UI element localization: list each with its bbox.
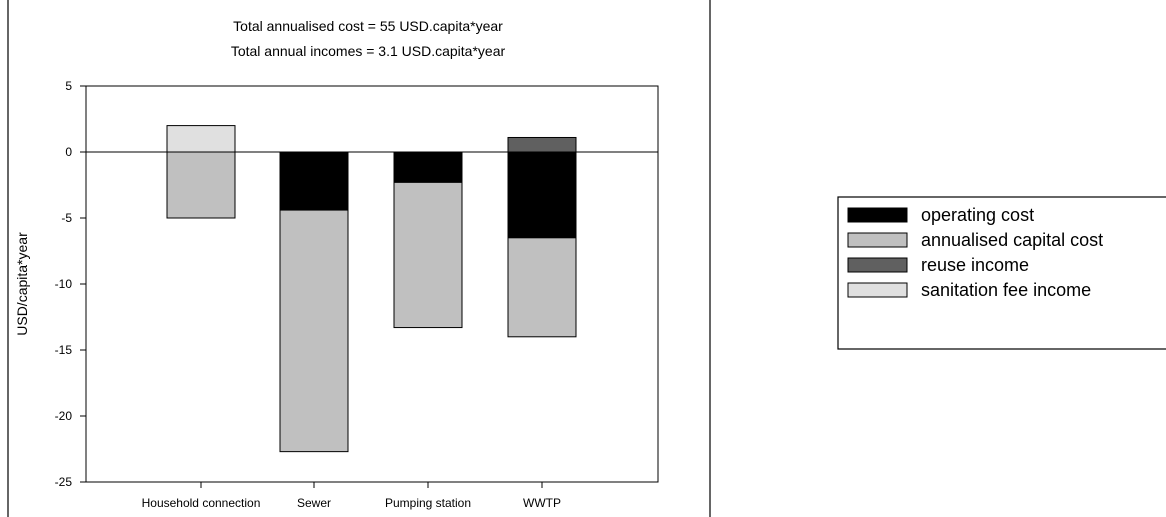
y-tick-label: -10 — [55, 277, 73, 291]
legend-swatch-annualised-capital-cost — [847, 232, 908, 248]
bar-annualised-capital-cost-2 — [393, 181, 463, 329]
y-axis-label: USD/capita*year — [14, 232, 30, 336]
y-tick-label: -20 — [55, 409, 73, 423]
chart-subtitle-2: Total annual incomes = 3.1 USD.capita*ye… — [231, 43, 506, 59]
legend-label-reuse-income: reuse income — [921, 255, 1029, 275]
legend-swatch-reuse-income — [847, 257, 908, 273]
bar-annualised-capital-cost-1 — [279, 209, 349, 453]
x-tick-label: Pumping station — [385, 496, 471, 510]
x-tick-label: Sewer — [297, 496, 331, 510]
bar-operating-cost-2 — [393, 151, 463, 183]
legend-swatch-operating-cost — [847, 207, 908, 223]
y-tick-label: -25 — [55, 475, 73, 489]
x-tick-label: WWTP — [523, 496, 561, 510]
chart-frame — [7, 0, 711, 517]
bar-annualised-capital-cost-0 — [166, 151, 236, 219]
y-tick-label: 0 — [65, 145, 72, 159]
bar-sanitation-fee-income-0 — [166, 125, 236, 153]
y-tick-label: 5 — [65, 79, 72, 93]
chart-subtitle-1: Total annualised cost = 55 USD.capita*ye… — [233, 18, 503, 34]
legend-label-annualised-capital-cost: annualised capital cost — [921, 230, 1103, 250]
bars-layer — [166, 125, 577, 453]
y-axis: 5 0 -5 -10 -15 -20 -25 — [55, 79, 86, 489]
bar-reuse-income-3 — [507, 136, 577, 153]
bar-operating-cost-1 — [279, 151, 349, 211]
x-tick-label: Household connection — [142, 496, 261, 510]
legend-label-operating-cost: operating cost — [921, 205, 1034, 225]
bar-annualised-capital-cost-3 — [507, 237, 577, 338]
x-axis: Household connection Sewer Pumping station… — [142, 482, 561, 510]
legend-label-sanitation-fee-income: sanitation fee income — [921, 280, 1091, 300]
bar-operating-cost-3 — [507, 151, 577, 239]
y-tick-label: -15 — [55, 343, 73, 357]
legend: operating cost annualised capital cost reu… — [847, 205, 1103, 300]
legend-swatch-sanitation-fee-income — [847, 282, 908, 298]
y-tick-label: -5 — [61, 211, 72, 225]
